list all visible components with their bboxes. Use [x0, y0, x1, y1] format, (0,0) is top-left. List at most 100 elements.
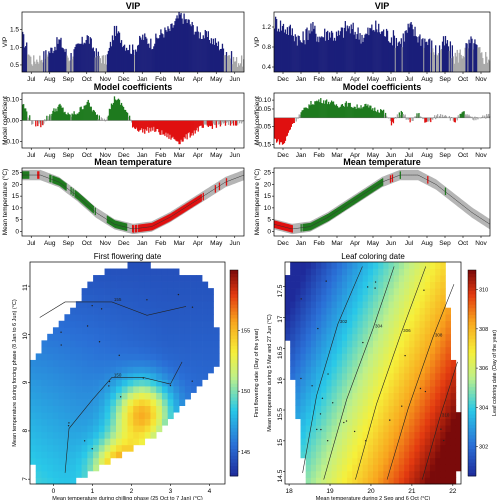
coefficient-bar [280, 117, 283, 143]
heatmap-cell [179, 386, 186, 393]
heatmap-cell [336, 425, 343, 433]
heatmap-cell [295, 379, 301, 387]
heatmap-cell [352, 262, 358, 269]
heatmap-cell [455, 425, 462, 433]
heatmap-cell [81, 386, 88, 393]
temperature-segment [371, 185, 373, 193]
heatmap-cell [331, 464, 338, 472]
heatmap-cell [404, 333, 410, 341]
x-tick-label: Sep [439, 240, 451, 247]
heatmap-cell [116, 314, 123, 322]
heatmap-cell [110, 288, 117, 295]
heatmap-cell [47, 425, 54, 433]
heatmap-cell [35, 405, 42, 413]
coefficient-bar [45, 120, 47, 122]
x-tick-label: Jun [230, 240, 241, 247]
coefficient-bar [375, 111, 377, 118]
colorbar-tick-label: 155 [241, 329, 250, 335]
heatmap-cell [138, 314, 146, 322]
coefficient-bar [476, 117, 478, 118]
heatmap-cell [81, 418, 88, 426]
heatmap-cell [305, 431, 312, 439]
coefficient-bar [24, 108, 26, 121]
coefficient-bar [188, 120, 190, 133]
vip-bar [117, 31, 120, 73]
heatmap-cell [121, 425, 128, 433]
vip-bar [467, 48, 469, 72]
heatmap-cell [393, 379, 400, 387]
x-tick-label: 21 [408, 488, 416, 495]
vip-bar [407, 23, 409, 73]
colorbar-step [468, 407, 476, 412]
x-tick-label: Aug [44, 152, 56, 159]
heatmap-cell [305, 294, 312, 302]
vip-bar [274, 16, 277, 72]
vip-bar [49, 53, 51, 72]
coefficient-bar [144, 120, 146, 134]
vip-bar [459, 49, 461, 72]
vip-bar [53, 50, 55, 72]
vip-bar [345, 31, 347, 72]
heatmap-cell [75, 340, 82, 348]
heatmap-cell [133, 268, 140, 276]
heatmap-cell [196, 346, 203, 354]
heatmap-cell [75, 386, 82, 393]
sample-point [91, 304, 93, 307]
coefficient-bar [138, 120, 140, 132]
coefficient-bar [137, 120, 139, 131]
coefficient-bar [159, 120, 161, 135]
colorbar-step [230, 369, 238, 374]
heatmap-cell [81, 333, 88, 341]
vip-bar [87, 35, 89, 72]
heatmap-cell [352, 366, 358, 374]
heatmap-cell [173, 327, 180, 335]
vip-bar [220, 48, 223, 72]
contour-line [386, 284, 455, 480]
x-tick-label: Oct [458, 152, 468, 159]
heatmap-cell [378, 379, 384, 387]
heatmap-cell [398, 386, 405, 393]
heatmap-cell [75, 366, 82, 374]
heatmap-cell [388, 418, 395, 426]
heatmap-cell [450, 373, 457, 380]
heatmap-cell [144, 392, 151, 400]
heatmap-cell [93, 425, 100, 433]
heatmap-cell [167, 288, 174, 295]
temperature-segment [376, 182, 378, 190]
heatmap-cell [144, 294, 151, 302]
heatmap-cell [429, 425, 436, 433]
vip-bar [362, 41, 364, 72]
heatmap-cell [75, 451, 82, 459]
coefficient-bar [354, 106, 356, 118]
vip-bar [305, 29, 307, 72]
x-tick-label: Jun [386, 240, 397, 247]
heatmap-cell [383, 320, 389, 328]
temperature-segment [427, 176, 429, 184]
coefficient-bar [150, 120, 152, 132]
heatmap-cell [138, 366, 146, 374]
coefficient-bar [236, 120, 239, 125]
vip-bar [107, 50, 110, 72]
heatmap-cell [367, 327, 374, 335]
colorbar-step [468, 403, 476, 408]
contour-label: 150 [114, 372, 122, 377]
heatmap-cell [326, 262, 332, 269]
temperature-segment [214, 185, 217, 193]
heatmap-cell [341, 412, 348, 420]
heatmap-cell [167, 281, 174, 289]
heatmap-cell [398, 392, 405, 400]
vip-bar [141, 39, 143, 72]
heatmap-cell [398, 281, 405, 289]
heatmap-cell [341, 268, 348, 276]
heatmap-cell [440, 477, 446, 485]
heatmap-cell [167, 307, 174, 315]
heatmap-cell [352, 438, 358, 446]
coefficient-bar [73, 111, 75, 121]
heatmap-cell [30, 451, 37, 459]
heatmap-cell [409, 281, 415, 289]
coefficient-bar [215, 120, 218, 128]
temperature-segment [176, 209, 178, 217]
heatmap-cell [121, 340, 128, 348]
temperature-segment [329, 212, 332, 220]
heatmap-cell [310, 359, 317, 367]
